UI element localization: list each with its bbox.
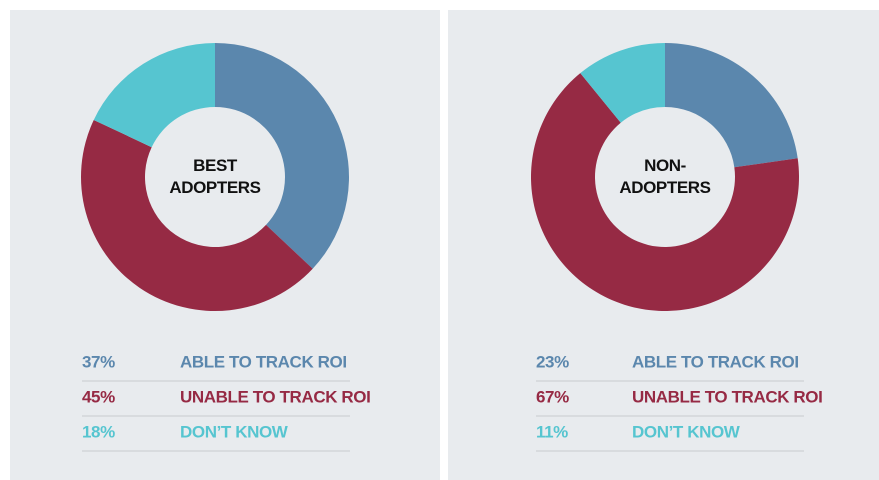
legend-value: 37%	[82, 352, 115, 371]
legend-value: 18%	[82, 422, 115, 441]
donut-slice	[215, 43, 349, 269]
legend-value: 67%	[536, 387, 569, 406]
legend-label: ABLE TO TRACK ROI	[180, 352, 347, 371]
legend-label: ABLE TO TRACK ROI	[632, 352, 799, 371]
legend-value: 11%	[536, 422, 568, 441]
legend-label: UNABLE TO TRACK ROI	[632, 387, 822, 406]
donut-slice	[81, 119, 313, 311]
legend-value: 45%	[82, 387, 115, 406]
chart-title: NON-ADOPTERS	[619, 156, 711, 197]
legend-value: 23%	[536, 352, 569, 371]
donut-slice	[665, 43, 798, 168]
donut-slice	[530, 73, 799, 311]
chart-title: BEST ADOPTERS	[169, 156, 261, 197]
legend-label: DON’T KNOW	[180, 422, 289, 441]
legend-label: UNABLE TO TRACK ROI	[180, 387, 370, 406]
donut-slice	[580, 43, 665, 123]
legend-label: DON’T KNOW	[632, 422, 741, 441]
donut-slice	[93, 43, 215, 148]
